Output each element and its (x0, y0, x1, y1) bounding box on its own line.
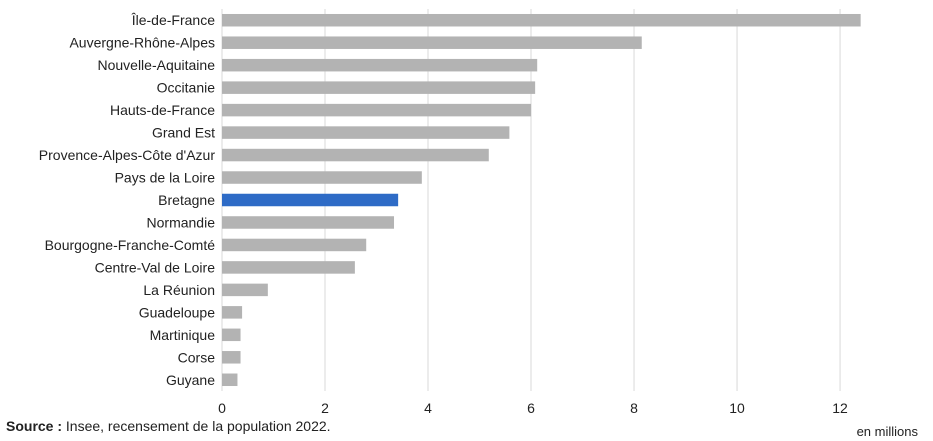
x-tick-label: 0 (218, 400, 226, 416)
bar (222, 103, 532, 117)
category-label: Bourgogne-Franche-Comté (45, 237, 216, 253)
gridlines (221, 9, 841, 391)
bar (222, 148, 489, 162)
x-tick-label: 2 (321, 400, 329, 416)
bar (222, 216, 395, 229)
bar (222, 126, 510, 139)
bar (222, 171, 422, 184)
bar (222, 13, 861, 27)
category-label: Hauts-de-France (110, 102, 215, 118)
category-label: Pays de la Loire (115, 170, 216, 186)
category-label: Île-de-France (131, 12, 215, 28)
unit-label: en millions (857, 424, 919, 439)
category-label: Centre-Val de Loire (95, 259, 216, 275)
bar (222, 36, 642, 49)
bar (222, 238, 367, 252)
x-tick-label: 8 (630, 400, 638, 416)
bar (222, 328, 241, 342)
source-text: Insee, recensement de la population 2022… (62, 418, 331, 434)
category-label: Guadeloupe (139, 304, 216, 320)
bar (222, 306, 243, 319)
category-label: Occitanie (157, 80, 216, 96)
category-labels: Île-de-France Auvergne-Rhône-Alpes Nouvell… (39, 12, 216, 388)
category-label: Grand Est (152, 125, 215, 141)
category-label: Martinique (150, 327, 216, 343)
category-label: Corse (178, 349, 216, 365)
x-tick-label: 10 (729, 400, 745, 416)
bar (222, 193, 399, 207)
category-label: Provence-Alpes-Côte d'Azur (39, 147, 216, 163)
bar (222, 283, 268, 297)
category-label: Normandie (147, 214, 216, 230)
category-label: Guyane (166, 372, 215, 388)
category-label: Nouvelle-Aquitaine (97, 57, 215, 73)
category-label: Bretagne (158, 192, 215, 208)
bars (222, 13, 861, 387)
category-label: Auvergne-Rhône-Alpes (69, 35, 215, 51)
x-tick-label: 4 (424, 400, 432, 416)
bar (222, 81, 536, 94)
source-label: Source : (6, 418, 63, 434)
bar (222, 58, 538, 72)
bar (222, 351, 241, 364)
category-label: La Réunion (143, 282, 215, 298)
x-tick-label: 12 (832, 400, 848, 416)
source-note: Source : Insee, recensement de la popula… (6, 418, 331, 434)
bar (222, 373, 238, 387)
x-tick-label: 6 (527, 400, 535, 416)
bar (222, 261, 355, 274)
x-tick-labels: 0 2 4 6 8 10 12 (218, 400, 848, 416)
